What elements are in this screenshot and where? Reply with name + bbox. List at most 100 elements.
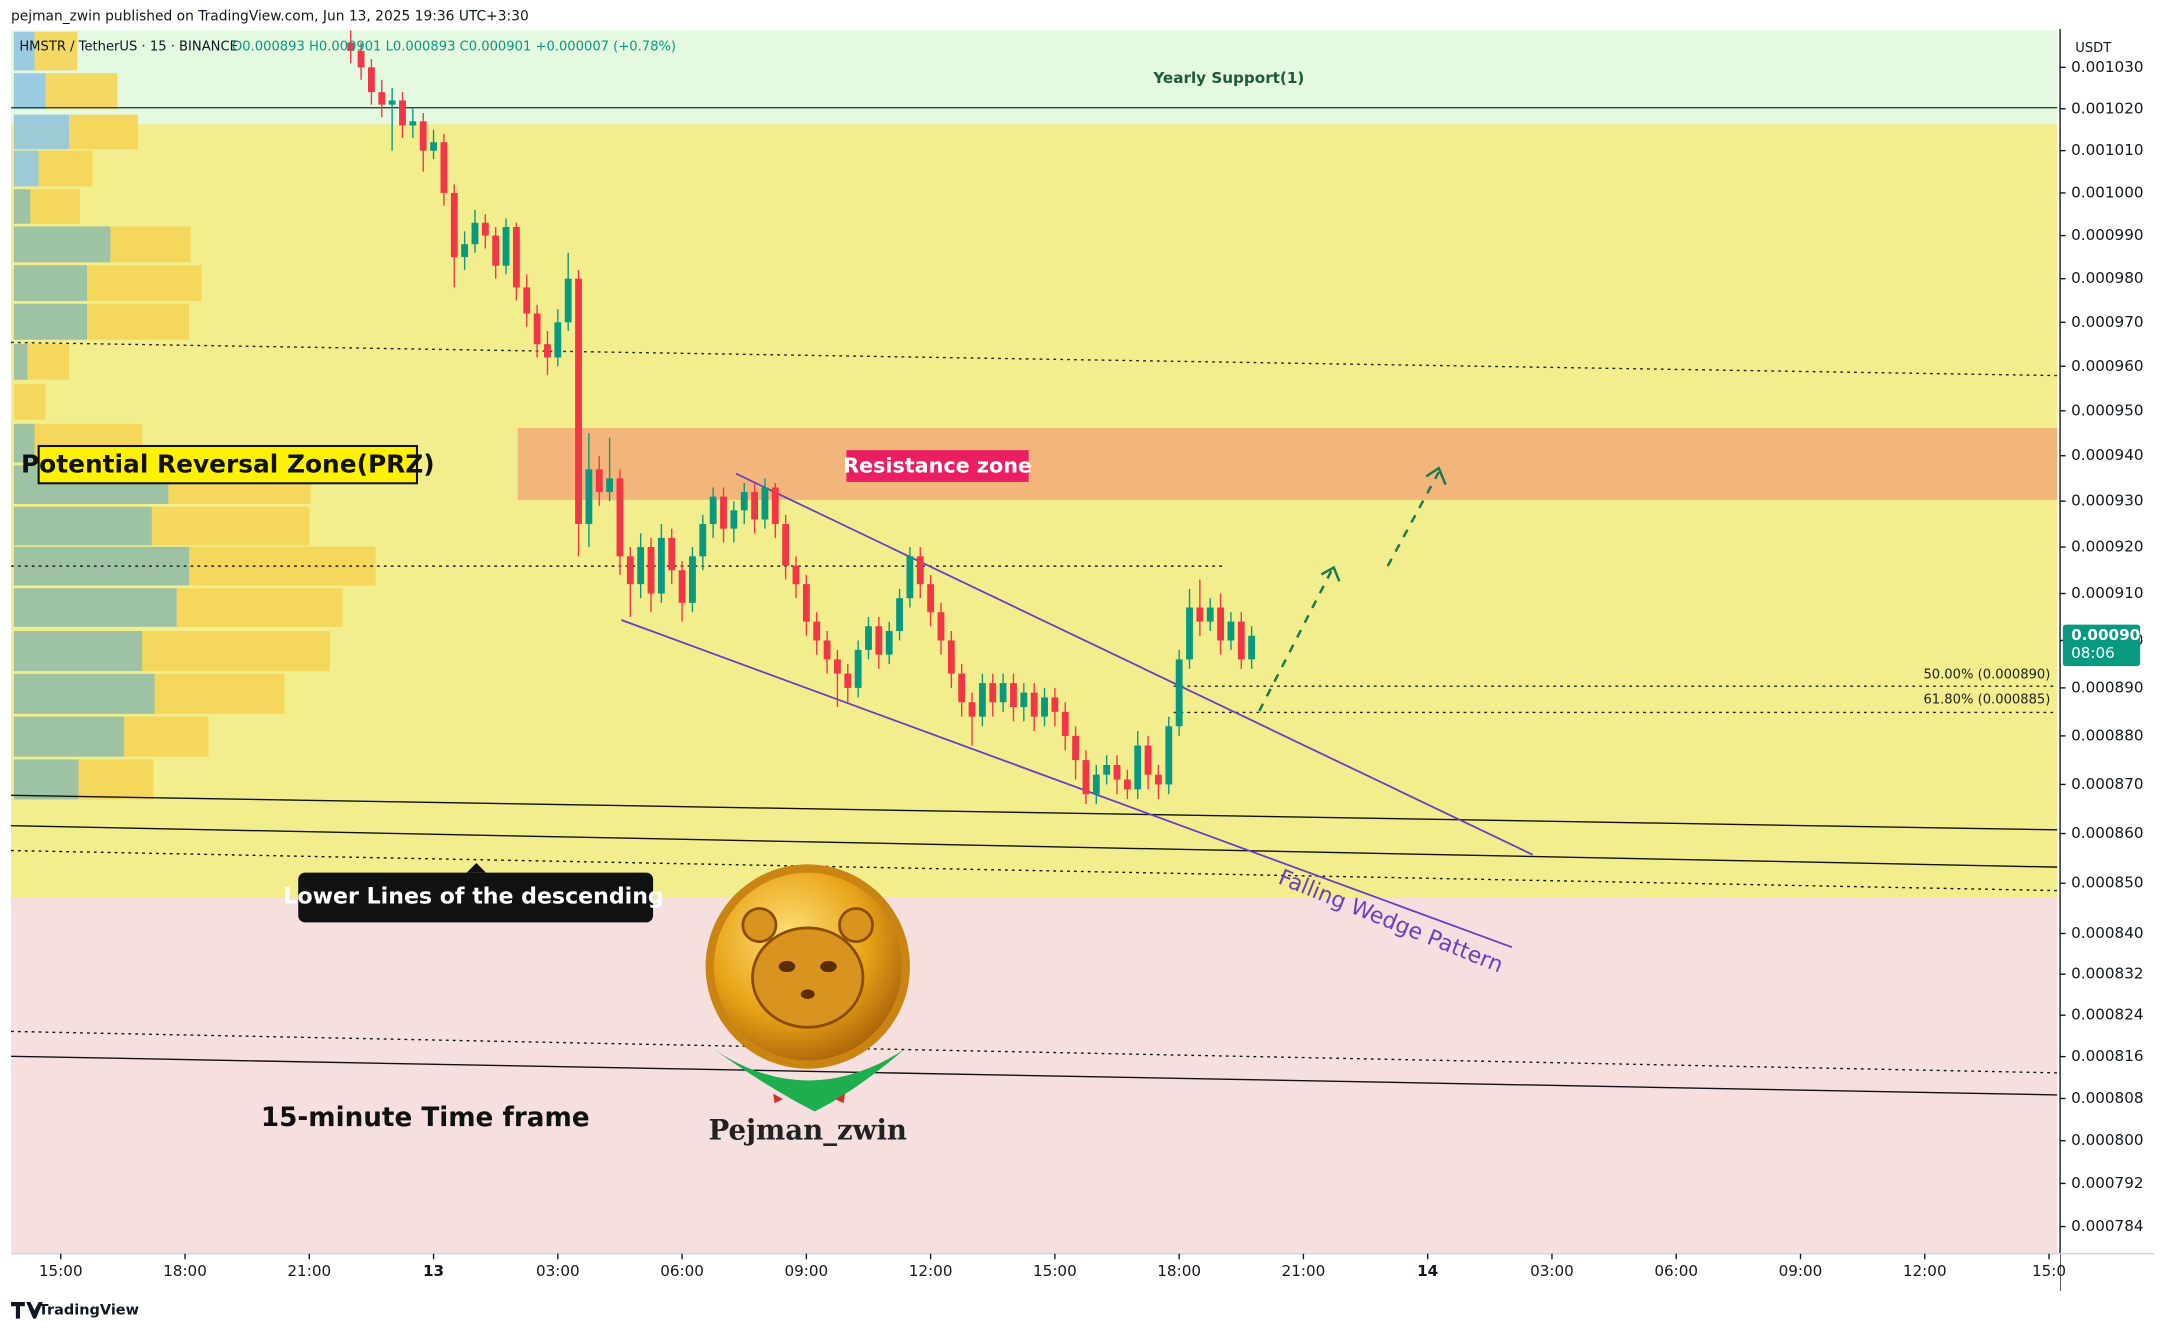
label-box — [37, 444, 419, 485]
candle-body — [854, 649, 862, 688]
candle-body — [865, 626, 872, 650]
header: pejman_zwin published on TradingView.com… — [11, 9, 529, 25]
logo — [705, 864, 910, 1112]
label-pointer — [466, 862, 487, 873]
volume-bar — [45, 73, 118, 110]
y-tick-label: 0.001020 — [2071, 99, 2143, 117]
candle-body — [544, 344, 551, 358]
candle-body — [720, 496, 727, 529]
candle-body — [575, 278, 582, 525]
candle-body — [481, 222, 489, 236]
candle-body — [440, 142, 448, 193]
volume-bar — [154, 673, 285, 714]
y-tick-label: 0.000800 — [2071, 1131, 2143, 1149]
annotation: Potential Reversal Zone(PRZ) — [21, 449, 435, 478]
candle-body — [430, 142, 437, 151]
signature: Pejman_zwin — [708, 1114, 907, 1147]
volume-bar — [13, 265, 87, 302]
logo-ear — [741, 907, 778, 944]
candle-body — [999, 683, 1007, 703]
candle-body — [1237, 621, 1245, 660]
volume-bar — [13, 31, 35, 71]
wedge-line — [621, 619, 1513, 949]
x-tick-label: 18:00 — [1157, 1262, 1201, 1280]
volume-bar — [13, 343, 28, 380]
currency-box — [2065, 35, 2149, 61]
trend-line — [11, 1055, 2058, 1096]
candle-body — [1051, 697, 1059, 712]
candle-body — [813, 621, 821, 641]
candle-body — [512, 227, 520, 288]
candle-body — [616, 478, 624, 557]
volume-bar — [38, 150, 93, 187]
last-price-marker — [2062, 624, 2141, 667]
candle-body — [502, 227, 510, 266]
candle-body — [533, 313, 541, 345]
volume-bar — [13, 506, 152, 546]
candle-body — [1206, 607, 1214, 622]
volume-profile — [13, 31, 376, 800]
candle-body — [1030, 692, 1038, 717]
x-tick-label: 09:00 — [784, 1262, 828, 1280]
candle-body — [637, 547, 645, 585]
volume-bar — [124, 716, 209, 757]
candle-body — [1092, 774, 1100, 795]
candle-body — [906, 556, 914, 599]
y-tick-label: 0.000832 — [2071, 965, 2143, 983]
candle-body — [844, 673, 852, 688]
projection — [1258, 568, 1334, 712]
y-tick-label: 0.000960 — [2071, 357, 2143, 375]
candle-body — [564, 278, 572, 323]
logo-nose — [800, 989, 815, 999]
candle-body — [461, 244, 469, 258]
symbol: HMSTR / TetherUS · 15 · BINANCE — [19, 39, 238, 54]
x-tick-label: 12:00 — [1903, 1262, 1947, 1280]
candle-body — [740, 492, 748, 511]
plot — [11, 30, 2058, 1096]
trend-line — [11, 794, 2058, 831]
volume-bar — [13, 114, 70, 150]
y-tick-label: 0.000970 — [2071, 313, 2143, 331]
wedge-line — [735, 472, 1534, 856]
x-tick-label: 15:0 — [2032, 1262, 2066, 1280]
x-tick-label: 12:00 — [909, 1262, 953, 1280]
candle-body — [595, 469, 603, 493]
candle-body — [450, 192, 458, 258]
candle-body — [657, 537, 665, 594]
y-tick-label: 0.000910 — [2071, 584, 2143, 602]
candle-body — [678, 570, 686, 603]
candle-body — [927, 584, 935, 613]
y-tick-label: 0.000816 — [2071, 1047, 2143, 1065]
resistance-zone — [517, 428, 2058, 500]
candle-body — [937, 612, 945, 641]
candle-body — [978, 683, 986, 717]
candle-body — [730, 510, 738, 529]
candle-body — [1072, 735, 1080, 761]
candle-body — [802, 584, 810, 622]
candle-body — [1217, 607, 1224, 641]
candle-body — [1227, 621, 1235, 641]
projection — [1386, 471, 1440, 567]
x-tick-label: 03:00 — [536, 1262, 580, 1280]
candle-body — [647, 547, 655, 594]
volume-bar — [69, 114, 139, 150]
candle-body — [958, 673, 966, 703]
candle-body — [1165, 726, 1173, 785]
candle-body — [1061, 711, 1069, 736]
brand-logo — [11, 1302, 43, 1319]
candle-body — [709, 496, 717, 525]
candle-body — [782, 524, 790, 566]
candle-body — [347, 42, 355, 51]
candle-body — [1248, 635, 1256, 660]
volume-bar — [13, 150, 39, 187]
candle-body — [1123, 779, 1131, 790]
y-tick-label: 0.000880 — [2071, 726, 2143, 744]
y-tick-label: 0.000860 — [2071, 824, 2143, 842]
annotation: 15-minute Time frame — [261, 1103, 590, 1133]
candle-body — [834, 659, 841, 674]
y-tick-label: 0.000950 — [2071, 401, 2143, 419]
volume-bar — [86, 303, 190, 340]
y-tick-label: 0.001030 — [2071, 58, 2143, 76]
logo-swoosh — [713, 1049, 905, 1112]
